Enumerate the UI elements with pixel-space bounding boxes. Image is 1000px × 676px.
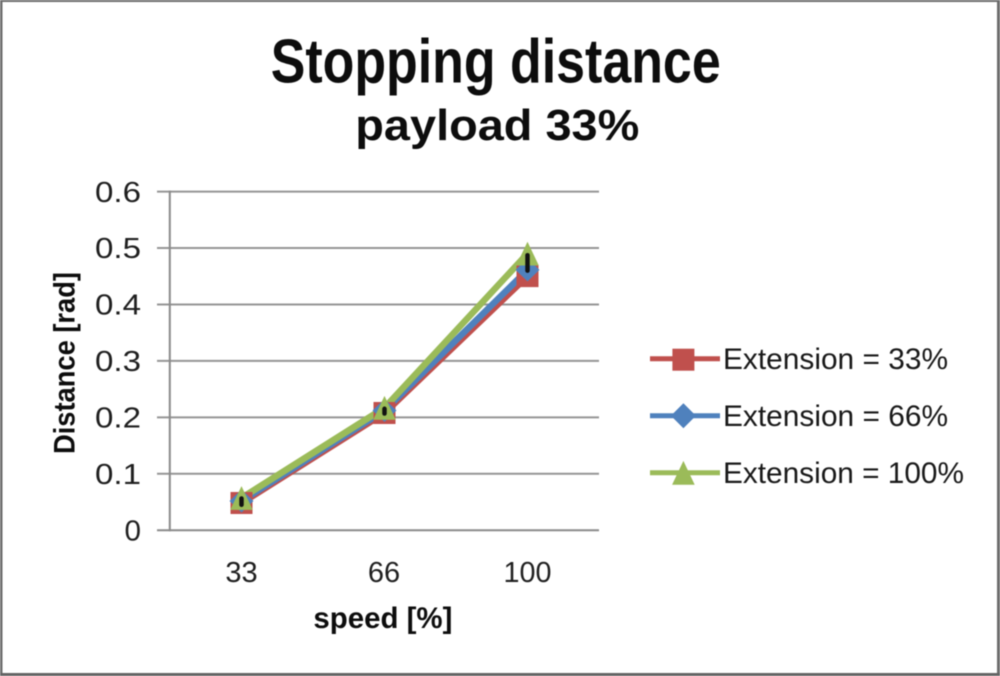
svg-text:0.5: 0.5 <box>95 233 141 265</box>
svg-text:Distance [rad]: Distance [rad] <box>49 272 82 454</box>
svg-text:0.1: 0.1 <box>95 459 141 491</box>
svg-text:payload 33%: payload 33% <box>355 102 639 150</box>
svg-text:0.2: 0.2 <box>95 403 141 435</box>
svg-text:Extension = 66%: Extension = 66% <box>723 400 948 433</box>
svg-text:0.3: 0.3 <box>95 346 141 378</box>
svg-text:0: 0 <box>125 516 142 548</box>
svg-text:66: 66 <box>368 557 400 589</box>
svg-text:speed [%]: speed [%] <box>313 602 452 635</box>
svg-text:0.6: 0.6 <box>95 177 141 209</box>
svg-text:Stopping distance: Stopping distance <box>271 27 721 97</box>
svg-text:Extension = 33%: Extension = 33% <box>723 343 948 376</box>
svg-text:0.4: 0.4 <box>95 290 141 322</box>
svg-text:33: 33 <box>225 557 257 589</box>
svg-text:100: 100 <box>504 557 552 589</box>
svg-text:Extension = 100%: Extension = 100% <box>723 457 964 490</box>
